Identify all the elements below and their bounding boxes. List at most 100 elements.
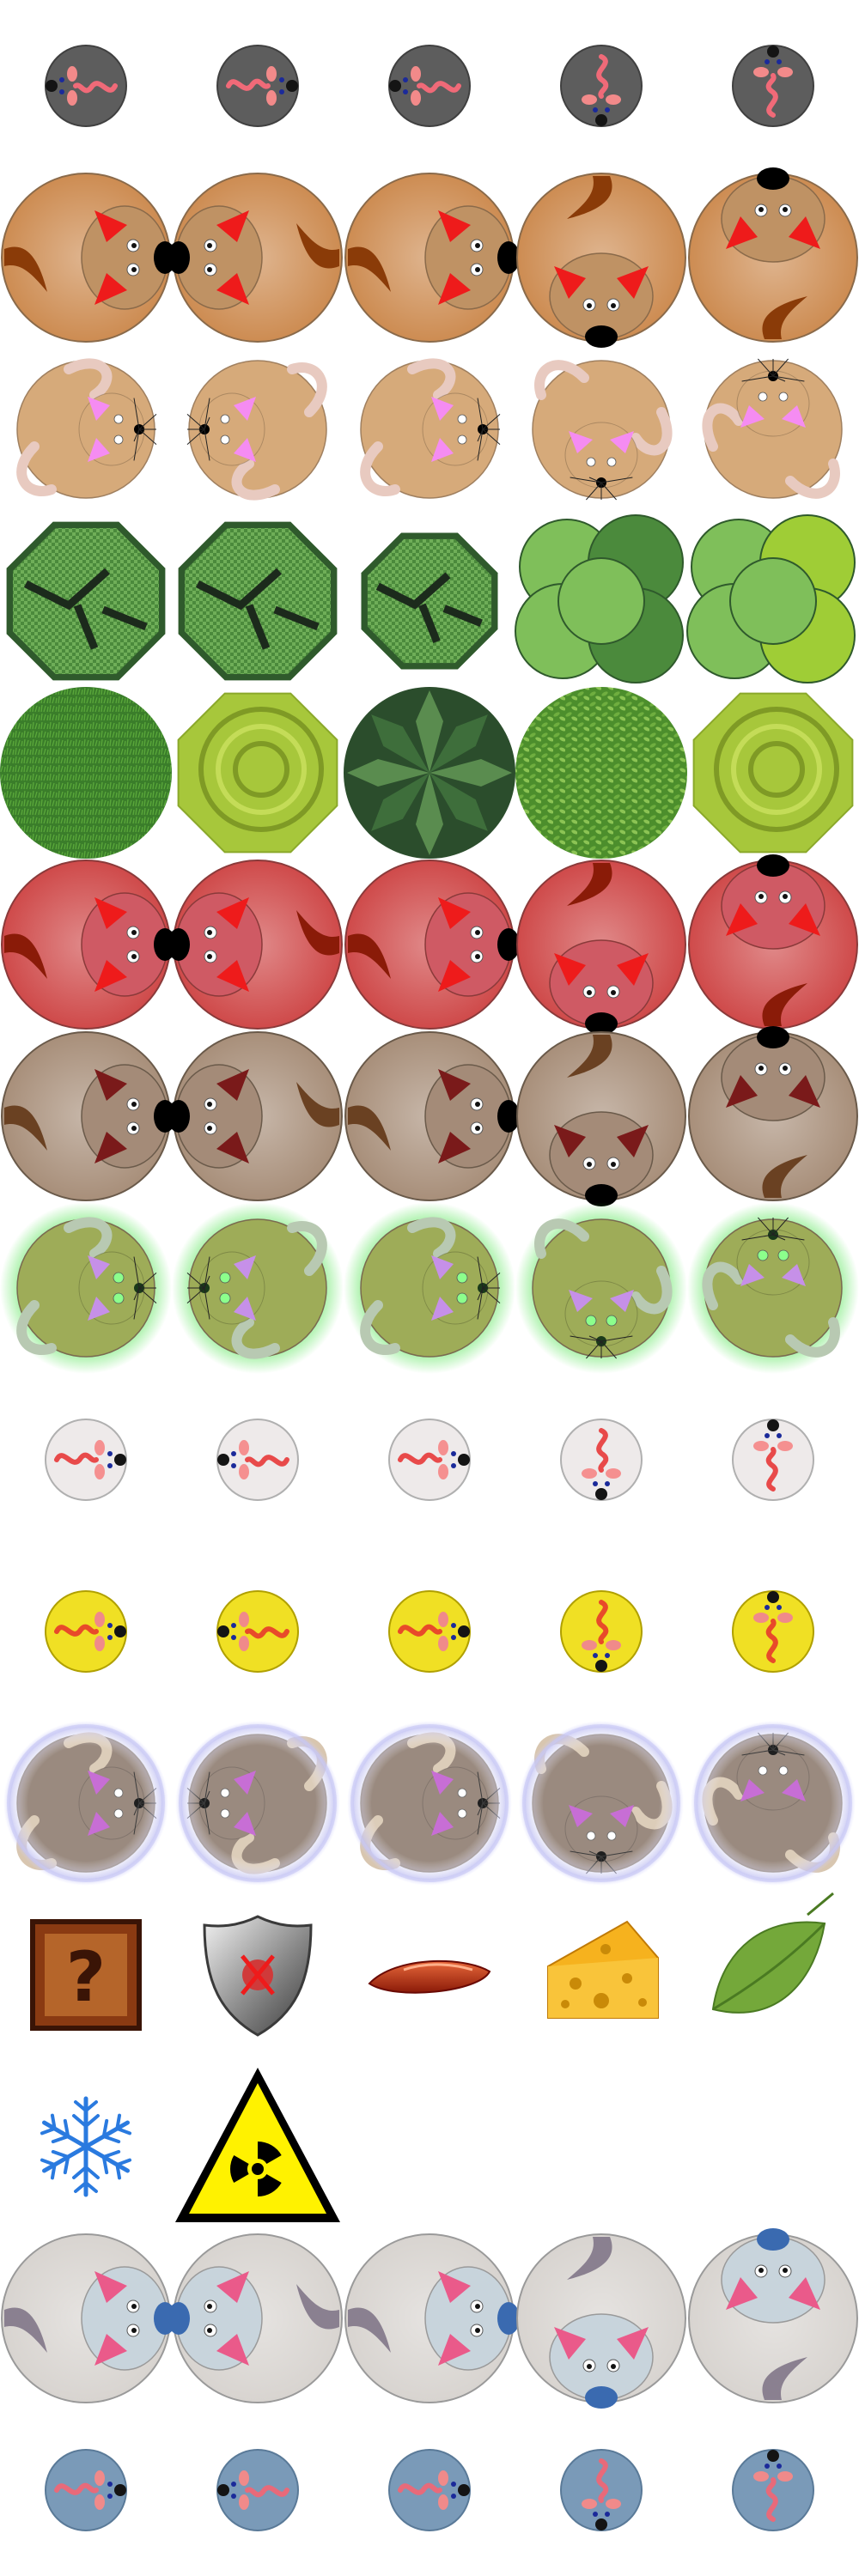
eye [451, 2494, 456, 2499]
ear [789, 1075, 820, 1108]
ear [554, 1125, 586, 1157]
nose [114, 1625, 126, 1637]
snowflake-arm [72, 2144, 100, 2197]
tail [348, 1105, 391, 1151]
crate-panel [45, 1934, 127, 2016]
grass-disc [0, 687, 172, 859]
whisker [133, 1287, 140, 1320]
tail [245, 1626, 289, 1639]
row-yellow-mouse-small [45, 1590, 814, 1673]
ear [438, 2470, 448, 2486]
ear [782, 405, 806, 428]
whisker [204, 428, 210, 461]
nose [168, 2302, 190, 2335]
sprite-large-orange-hamster-2 [168, 173, 343, 343]
nose [585, 1184, 618, 1206]
sprite-red-hamster-5 [688, 854, 858, 1030]
eye [231, 1623, 236, 1628]
ear [431, 1297, 454, 1321]
ear [94, 2494, 105, 2510]
eye [593, 1481, 598, 1486]
sprite-white-mouse-small-3 [388, 1419, 471, 1501]
ear [216, 960, 249, 992]
eye [107, 2494, 113, 2499]
whisker [133, 398, 140, 430]
pupil [611, 303, 616, 308]
nose [168, 928, 190, 961]
nose [458, 1454, 470, 1466]
ear [216, 2271, 249, 2303]
tail [596, 1428, 609, 1473]
pupil [131, 954, 137, 959]
sprite-tan-mouse-whiskers-4 [532, 360, 673, 501]
ear [266, 66, 277, 82]
row-powerups: ? [30, 1892, 834, 2037]
whisker [586, 1340, 602, 1359]
ear [554, 953, 586, 986]
whisker [204, 1287, 210, 1320]
eye [605, 2512, 610, 2517]
tail [765, 73, 778, 118]
ear [94, 1069, 127, 1101]
cabbage-leaves [367, 538, 492, 664]
ear [438, 2494, 448, 2510]
ear [606, 2499, 621, 2509]
ear [431, 438, 454, 462]
row-red-hamster [1, 854, 858, 1035]
sprite-red-hamster-4 [516, 860, 686, 1035]
tail [296, 1082, 339, 1127]
ear [777, 2471, 793, 2482]
tail [348, 933, 391, 979]
tail [296, 223, 339, 269]
tail [16, 1217, 113, 1355]
pupil [783, 894, 788, 899]
ear [582, 2499, 597, 2509]
sprite-yellow-mouse-small-3 [388, 1590, 471, 1673]
ear [569, 1290, 593, 1312]
ear [239, 2470, 249, 2486]
whisker [482, 414, 501, 430]
ear [438, 1440, 448, 1455]
tail [567, 2237, 612, 2280]
tail [360, 358, 456, 496]
ear [582, 94, 597, 105]
nose [497, 2302, 520, 2335]
ear [753, 1613, 769, 1623]
pupil [131, 243, 137, 248]
eye [107, 1623, 113, 1628]
tail [296, 2284, 339, 2330]
item-radiation-sign [175, 2068, 340, 2222]
nose [458, 2484, 470, 2496]
pupil [207, 954, 212, 959]
eye [456, 1292, 468, 1304]
pupil [207, 1102, 212, 1107]
eye [107, 1451, 113, 1456]
item-shield [203, 1915, 313, 2037]
row-large-orange-hamster [1, 167, 858, 348]
tail [567, 1035, 612, 1078]
nose [585, 325, 618, 348]
pupil [207, 930, 212, 935]
whisker [477, 1287, 484, 1320]
cabbage-veins [195, 568, 320, 650]
pupil [131, 267, 137, 272]
whisker [741, 375, 774, 382]
eye [765, 1605, 770, 1610]
cheese-hole [638, 1998, 647, 2007]
snowflake-arm [40, 2113, 88, 2149]
whisker [758, 1217, 774, 1236]
leaf-pile [515, 687, 687, 859]
whisker [477, 398, 484, 430]
row-white-mouse-small [45, 1419, 814, 1501]
nose [497, 928, 520, 961]
tail [348, 246, 391, 292]
tail [54, 1624, 99, 1637]
bubble-shell [691, 1721, 856, 1886]
ear [94, 1440, 105, 1455]
pupil [131, 930, 137, 935]
whisker [138, 1287, 157, 1303]
ear [740, 1264, 765, 1286]
row-cabbage-plants [6, 514, 856, 683]
leaf-vein [712, 1892, 834, 2011]
nose [757, 167, 789, 190]
